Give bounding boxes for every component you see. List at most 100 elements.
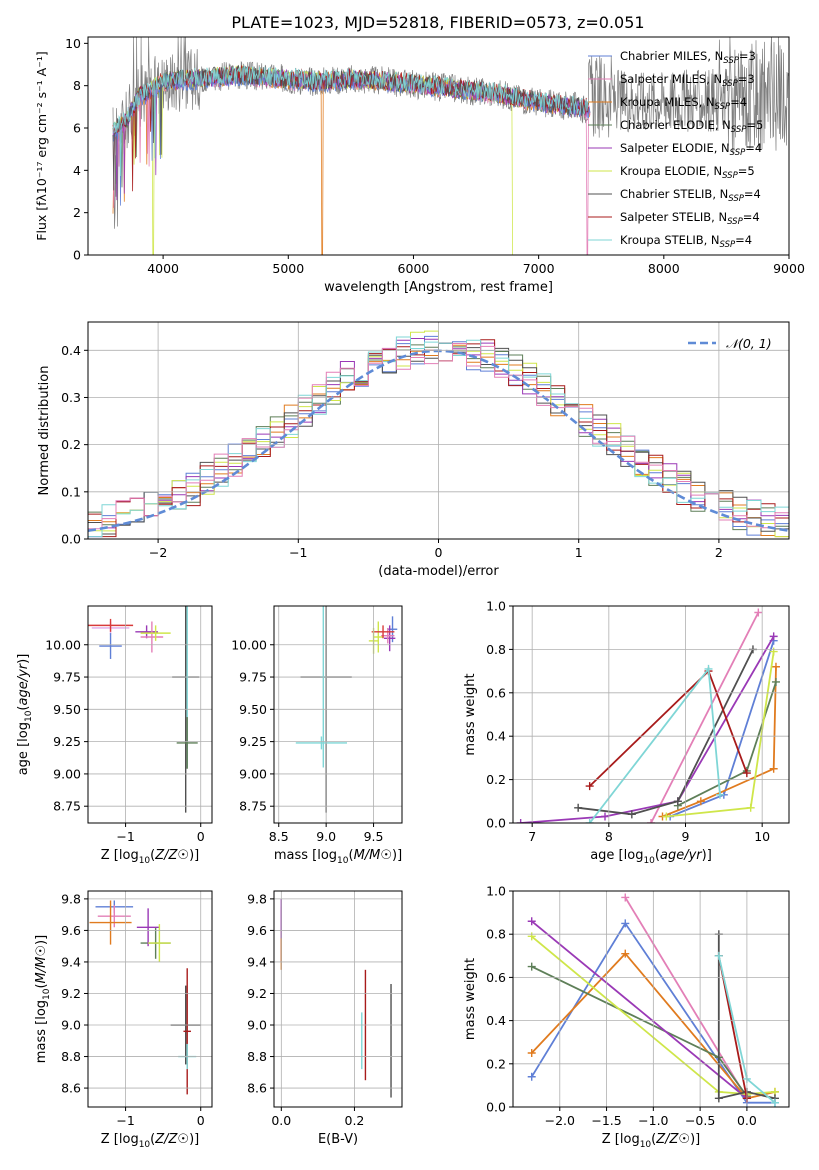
y-tick-label: 9.75 <box>239 670 267 685</box>
x-axis-label: (data-model)/error <box>378 564 499 579</box>
y-tick-label: 8.6 <box>247 1081 267 1096</box>
errorbar-point-3 <box>135 625 158 639</box>
series-line-6 <box>578 649 754 816</box>
y-axis-label: age [log10(age/yr)] <box>16 654 34 776</box>
series-marker <box>714 951 723 960</box>
legend-entry: 𝒩(0, 1) <box>726 336 772 351</box>
legend-entry: Kroupa STELIB, NSSP=4 <box>620 233 752 250</box>
y-tick-label: 6 <box>73 121 81 136</box>
y-tick-label: 0.2 <box>486 772 506 787</box>
errorbar-point-4 <box>371 625 395 639</box>
model-spectrum-8 <box>112 64 589 177</box>
y-tick-label: 0.1 <box>61 484 81 499</box>
plot-area-EBV-mass <box>280 898 392 1098</box>
y-tick-label: 0.0 <box>486 816 506 831</box>
legend-entry: Salpeter STELIB, NSSP=4 <box>620 210 760 227</box>
y-tick-label: 8 <box>73 78 81 93</box>
legend-entry: Kroupa ELODIE, NSSP=5 <box>620 164 755 181</box>
series-marker <box>746 803 755 812</box>
x-tick-label: −1 <box>116 1113 134 1128</box>
y-tick-label: 2 <box>73 205 81 220</box>
legend-entry: Salpeter MILES, NSSP=3 <box>620 72 755 89</box>
x-tick-label: −1.0 <box>638 1113 668 1128</box>
x-tick-label: 0 <box>435 545 443 560</box>
series-marker <box>770 1098 779 1107</box>
axes-mass-age: 8.5 9.0 9.5 8.75 9.00 9.25 9.50 9.75 10.00 mass [… <box>231 605 403 866</box>
x-tick-label: 2 <box>715 545 723 560</box>
errorbar-point-1 <box>383 625 396 652</box>
y-tick-label: 9.00 <box>239 766 267 781</box>
y-tick-label: 9.50 <box>53 702 81 717</box>
y-tick-label: 9.0 <box>61 1018 81 1033</box>
series-marker <box>627 810 636 819</box>
axes-spectrum: Chabrier MILES, NSSP=3 Salpeter MILES, NS… <box>34 36 805 295</box>
x-tick-label: 7000 <box>523 261 555 276</box>
y-tick-label: 9.4 <box>61 954 81 969</box>
y-tick-label: 8.8 <box>247 1049 267 1064</box>
series-marker <box>742 769 751 778</box>
x-axis-label: E(B-V) <box>318 1132 358 1147</box>
errorbar-point-5 <box>148 924 171 962</box>
axes-EBV-mass: 0.0 0.2 8.6 8.8 9.0 9.2 9.4 9.6 9.8 E(B-V) <box>247 890 403 1147</box>
series-line-1 <box>650 612 760 823</box>
y-tick-label: 1.0 <box>486 599 506 614</box>
figure-title: PLATE=1023, MJD=52818, FIBERID=0573, z=0… <box>231 13 644 32</box>
x-tick-label: −1.5 <box>591 1113 621 1128</box>
x-axis-label: wavelength [Angstrom, rest frame] <box>324 280 553 295</box>
series-line-2 <box>662 666 777 818</box>
errorbar-point-4 <box>140 621 164 653</box>
y-tick-label: 4 <box>73 163 81 178</box>
x-tick-label: 0 <box>197 829 205 844</box>
x-tick-label: 8000 <box>648 261 680 276</box>
x-tick-label: 9000 <box>773 261 805 276</box>
errorbar-point-5 <box>140 625 171 641</box>
series-line-3 <box>531 965 748 1097</box>
errorbar-point-2 <box>89 900 132 945</box>
y-tick-label: 0.6 <box>486 685 506 700</box>
y-tick-label: 1.0 <box>486 884 506 899</box>
series-marker <box>585 819 594 823</box>
y-axis-label: mass weight <box>463 673 478 755</box>
x-tick-label: 0.0 <box>271 1113 291 1128</box>
y-tick-label: 9.50 <box>239 702 267 717</box>
x-tick-label: 9 <box>682 829 690 844</box>
x-tick-label: 1 <box>575 545 583 560</box>
y-tick-label: 10.00 <box>231 637 267 652</box>
plot-area-Z-mass <box>89 900 201 1095</box>
y-tick-label: 0.2 <box>61 437 81 452</box>
y-tick-label: 9.25 <box>53 734 81 749</box>
y-tick-label: 0.4 <box>486 1013 506 1028</box>
axes-age-weight: 7 8 9 10 0.0 0.2 0.4 0.6 0.8 1.0 age [log10(age/yr… <box>463 599 790 866</box>
series-marker <box>527 1049 536 1057</box>
errorbar-point-2 <box>88 618 134 632</box>
y-axis-label: Normed distribution <box>37 366 52 496</box>
plot-area-age-weight <box>516 608 780 823</box>
x-tick-label: −2.0 <box>545 1113 575 1128</box>
series-line-6 <box>717 934 776 1100</box>
plot-area-spectrum <box>112 37 789 255</box>
y-tick-label: 8.8 <box>61 1049 81 1064</box>
legend-entry: Chabrier MILES, NSSP=3 <box>620 49 756 66</box>
x-tick-label: 9.5 <box>364 829 384 844</box>
series-marker <box>769 647 778 656</box>
y-tick-label: 0.3 <box>61 390 81 405</box>
series-line-4 <box>531 920 748 1100</box>
errorbar-point-1 <box>99 633 122 659</box>
series-marker <box>516 819 525 823</box>
y-tick-label: 0.0 <box>486 1100 506 1115</box>
x-tick-label: 0.0 <box>737 1113 757 1128</box>
errorbar-point-7 <box>183 968 191 1095</box>
series-marker <box>673 797 682 806</box>
y-tick-label: 0.8 <box>486 642 506 657</box>
axes-frame <box>87 605 213 824</box>
series-marker <box>585 782 594 791</box>
axes-frame <box>273 605 403 824</box>
y-tick-label: 8.75 <box>239 799 267 814</box>
series-marker <box>574 803 583 812</box>
x-tick-label: 8 <box>605 829 613 844</box>
series-marker <box>662 812 671 821</box>
y-tick-label: 0.0 <box>61 532 81 547</box>
y-tick-label: 0.4 <box>486 729 506 744</box>
x-axis-label: age [log10(age/yr)] <box>590 848 712 866</box>
